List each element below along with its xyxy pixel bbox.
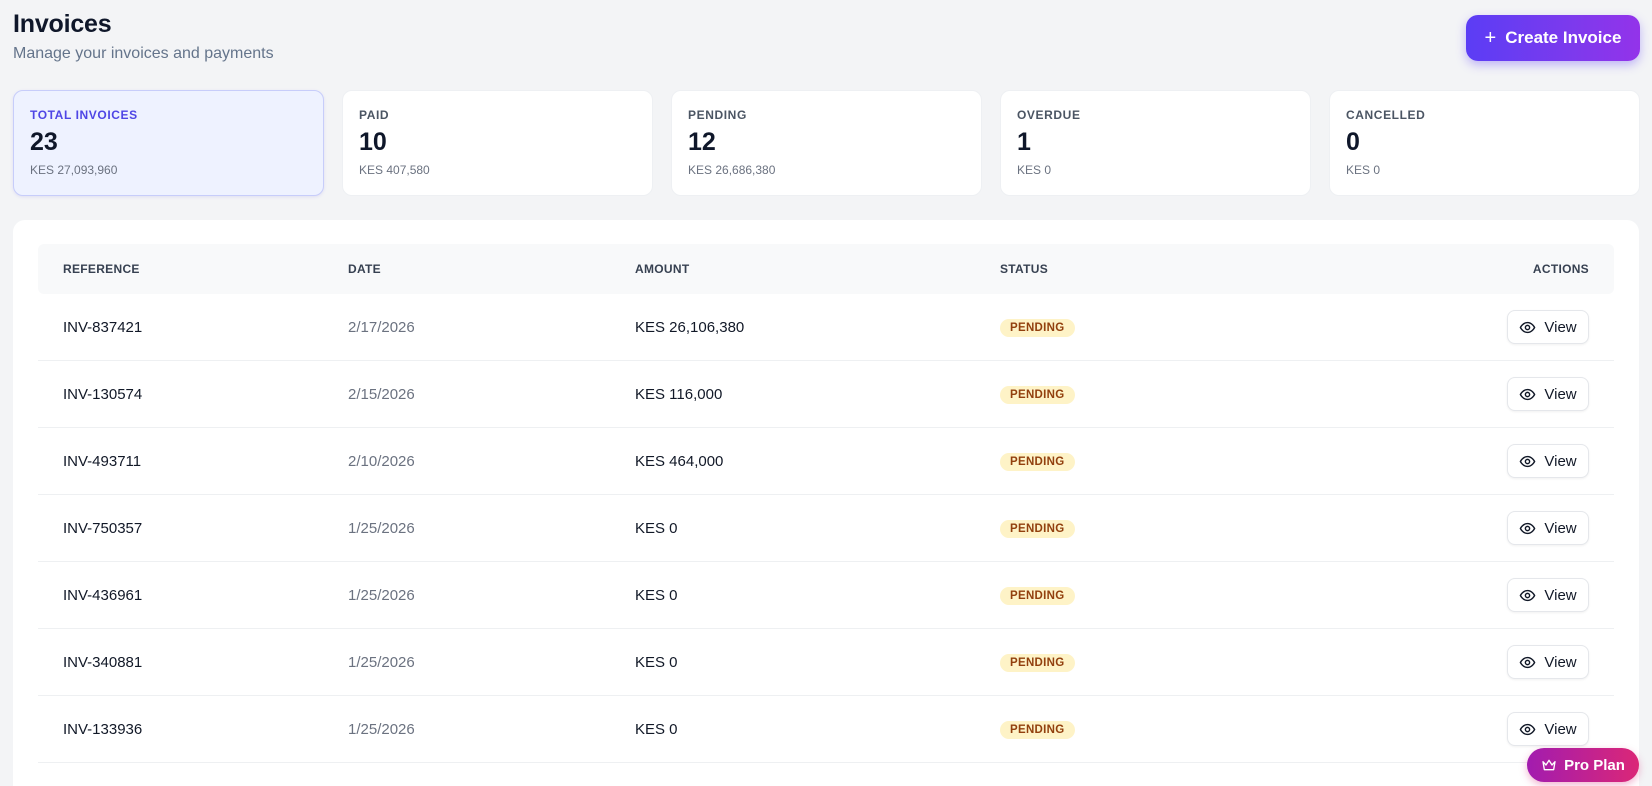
view-label: View xyxy=(1544,452,1577,470)
view-button[interactable]: View xyxy=(1507,578,1589,612)
view-button[interactable]: View xyxy=(1507,444,1589,478)
stat-amount: KES 27,093,960 xyxy=(30,163,118,177)
status-badge: PENDING xyxy=(1000,452,1075,471)
column-header-status: STATUS xyxy=(1000,262,1049,276)
invoice-amount: KES 0 xyxy=(635,519,678,537)
invoice-amount: KES 0 xyxy=(635,720,678,738)
table-row: INV-837421 2/17/2026 KES 26,106,380 PEND… xyxy=(38,294,1614,361)
invoice-reference: INV-750357 xyxy=(63,519,143,537)
invoice-date: 1/25/2026 xyxy=(348,653,415,671)
table-row: INV-750357 1/25/2026 KES 0 PENDING View xyxy=(38,495,1614,562)
stat-card-paid[interactable]: PAID 10 KES 407,580 xyxy=(342,90,653,196)
invoice-reference: INV-340881 xyxy=(63,653,143,671)
stat-value: 10 xyxy=(359,128,387,156)
stat-value: 1 xyxy=(1017,128,1031,156)
view-label: View xyxy=(1544,586,1577,604)
stat-amount: KES 0 xyxy=(1346,163,1381,177)
invoice-date: 2/17/2026 xyxy=(348,318,415,336)
eye-icon xyxy=(1519,656,1536,668)
invoice-amount: KES 464,000 xyxy=(635,452,724,470)
invoice-date: 2/15/2026 xyxy=(348,385,415,403)
eye-icon xyxy=(1519,522,1536,534)
invoices-table: REFERENCE DATE AMOUNT STATUS ACTIONS INV… xyxy=(13,220,1639,786)
invoice-amount: KES 116,000 xyxy=(635,385,723,403)
view-label: View xyxy=(1544,519,1577,537)
stat-label: OVERDUE xyxy=(1017,108,1081,122)
pro-plan-badge[interactable]: Pro Plan xyxy=(1527,748,1639,782)
view-button[interactable]: View xyxy=(1507,377,1589,411)
stat-amount: KES 26,686,380 xyxy=(688,163,776,177)
status-badge: PENDING xyxy=(1000,653,1075,672)
status-badge: PENDING xyxy=(1000,720,1075,739)
invoice-reference: INV-837421 xyxy=(63,318,143,336)
eye-icon xyxy=(1519,321,1536,333)
create-invoice-button[interactable]: + Create Invoice xyxy=(1466,15,1640,61)
eye-icon xyxy=(1519,388,1536,400)
view-button[interactable]: View xyxy=(1507,511,1589,545)
invoice-amount: KES 26,106,380 xyxy=(635,318,745,336)
table-row: INV-133936 1/25/2026 KES 0 PENDING View xyxy=(38,696,1614,763)
invoice-amount: KES 0 xyxy=(635,586,678,604)
page-subtitle: Manage your invoices and payments xyxy=(13,45,274,62)
table-row: INV-340881 1/25/2026 KES 0 PENDING View xyxy=(38,629,1614,696)
page-title: Invoices xyxy=(13,10,112,38)
create-invoice-label: Create Invoice xyxy=(1505,28,1622,47)
view-button[interactable]: View xyxy=(1507,645,1589,679)
status-badge: PENDING xyxy=(1000,385,1075,404)
column-header-actions: ACTIONS xyxy=(1532,262,1589,276)
stat-value: 23 xyxy=(30,128,58,156)
crown-icon xyxy=(1542,759,1556,771)
stat-amount: KES 0 xyxy=(1017,163,1052,177)
invoice-reference: INV-493711 xyxy=(63,452,142,470)
invoice-date: 2/10/2026 xyxy=(348,452,415,470)
invoice-reference: INV-436961 xyxy=(63,586,143,604)
stat-label: TOTAL INVOICES xyxy=(30,108,138,122)
eye-icon xyxy=(1519,589,1536,601)
stat-label: PENDING xyxy=(688,108,747,122)
status-badge: PENDING xyxy=(1000,519,1075,538)
plus-icon: + xyxy=(1484,27,1497,49)
invoice-date: 1/25/2026 xyxy=(348,720,415,738)
view-button[interactable]: View xyxy=(1507,310,1589,344)
stat-card-cancelled[interactable]: CANCELLED 0 KES 0 xyxy=(1329,90,1640,196)
stat-value: 0 xyxy=(1346,128,1360,156)
invoice-reference: INV-133936 xyxy=(63,720,143,738)
page-header: Invoices Manage your invoices and paymen… xyxy=(13,10,274,63)
stat-card-pending[interactable]: PENDING 12 KES 26,686,380 xyxy=(671,90,982,196)
status-badge: PENDING xyxy=(1000,586,1075,605)
column-header-reference: REFERENCE xyxy=(63,262,140,276)
pro-plan-label: Pro Plan xyxy=(1564,756,1625,774)
invoice-date: 1/25/2026 xyxy=(348,586,415,604)
view-label: View xyxy=(1544,318,1577,336)
eye-icon xyxy=(1519,723,1536,735)
view-label: View xyxy=(1544,385,1577,403)
stats-row: TOTAL INVOICES 23 KES 27,093,960 PAID 10… xyxy=(13,90,1640,196)
stat-label: PAID xyxy=(359,108,390,122)
table-header: REFERENCE DATE AMOUNT STATUS ACTIONS xyxy=(38,244,1614,294)
table-row: INV-436961 1/25/2026 KES 0 PENDING View xyxy=(38,562,1614,629)
stat-label: CANCELLED xyxy=(1346,108,1426,122)
stat-card-total[interactable]: TOTAL INVOICES 23 KES 27,093,960 xyxy=(13,90,324,196)
stat-value: 12 xyxy=(688,128,716,156)
column-header-date: DATE xyxy=(348,262,381,276)
table-row: INV-130574 2/15/2026 KES 116,000 PENDING… xyxy=(38,361,1614,428)
stat-amount: KES 407,580 xyxy=(359,163,430,177)
invoice-reference: INV-130574 xyxy=(63,385,143,403)
view-button[interactable]: View xyxy=(1507,712,1589,746)
invoice-date: 1/25/2026 xyxy=(348,519,415,537)
table-row: INV-493711 2/10/2026 KES 464,000 PENDING… xyxy=(38,428,1614,495)
view-label: View xyxy=(1544,720,1577,738)
status-badge: PENDING xyxy=(1000,318,1075,337)
view-label: View xyxy=(1544,653,1577,671)
invoice-amount: KES 0 xyxy=(635,653,678,671)
stat-card-overdue[interactable]: OVERDUE 1 KES 0 xyxy=(1000,90,1311,196)
eye-icon xyxy=(1519,455,1536,467)
column-header-amount: AMOUNT xyxy=(635,262,690,276)
